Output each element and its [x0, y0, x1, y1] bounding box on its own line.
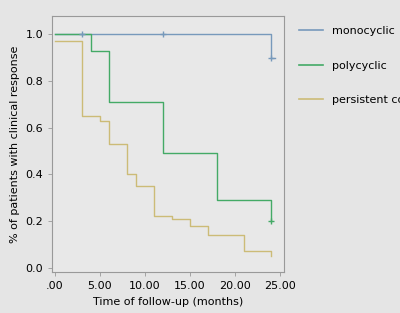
Legend: monocyclic, polycyclic, persistent course: monocyclic, polycyclic, persistent cours… — [299, 26, 400, 105]
Y-axis label: % of patients with clinical response: % of patients with clinical response — [10, 45, 20, 243]
X-axis label: Time of follow-up (months): Time of follow-up (months) — [93, 297, 243, 307]
